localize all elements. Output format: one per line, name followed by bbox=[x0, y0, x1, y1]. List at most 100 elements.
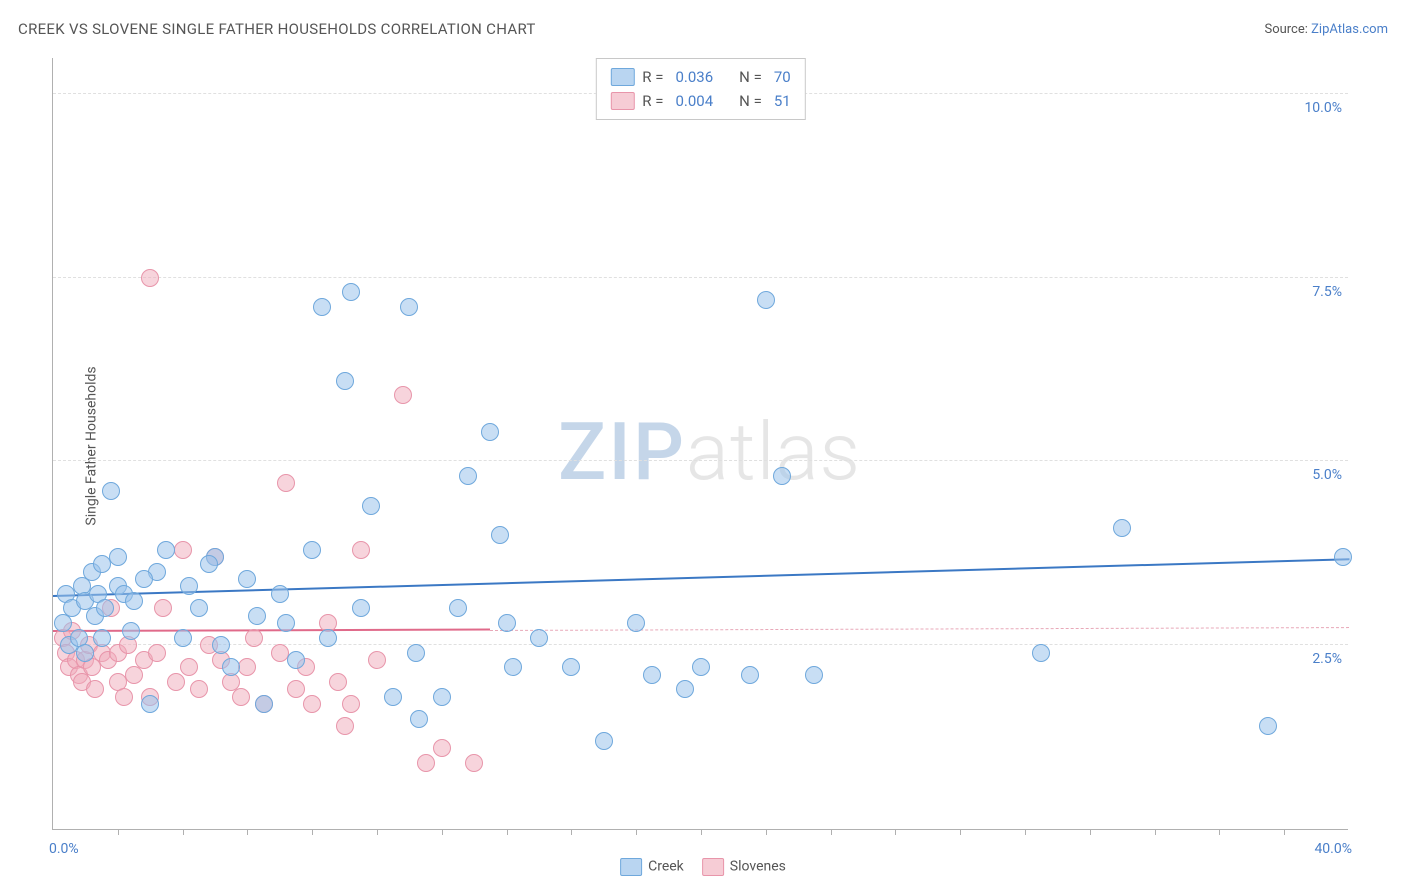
data-point-slovenes bbox=[368, 651, 386, 669]
data-point-creek bbox=[805, 666, 823, 684]
data-point-slovenes bbox=[352, 541, 370, 559]
x-tick bbox=[183, 829, 184, 835]
data-point-creek bbox=[1259, 717, 1277, 735]
legend-label-slovenes: Slovenes bbox=[730, 859, 786, 875]
n-value-1: 51 bbox=[774, 89, 791, 113]
r-value-1: 0.004 bbox=[675, 89, 713, 113]
trend-line bbox=[53, 628, 490, 631]
data-point-creek bbox=[352, 599, 370, 617]
x-tick bbox=[1284, 829, 1285, 835]
data-point-slovenes bbox=[287, 680, 305, 698]
data-point-slovenes bbox=[277, 474, 295, 492]
data-point-creek bbox=[96, 599, 114, 617]
data-point-creek bbox=[384, 688, 402, 706]
gridline-h bbox=[53, 277, 1348, 278]
x-tick bbox=[1090, 829, 1091, 835]
legend-item-slovenes: Slovenes bbox=[702, 858, 786, 876]
data-point-creek bbox=[773, 467, 791, 485]
data-point-creek bbox=[459, 467, 477, 485]
watermark: ZIPatlas bbox=[558, 405, 861, 499]
data-point-creek bbox=[102, 482, 120, 500]
x-tick bbox=[1219, 829, 1220, 835]
y-tick-label: 5.0% bbox=[1312, 467, 1342, 483]
data-point-creek bbox=[491, 526, 509, 544]
y-tick-label: 7.5% bbox=[1312, 284, 1342, 300]
data-point-creek bbox=[141, 695, 159, 713]
x-tick-label-max: 40.0% bbox=[1314, 841, 1352, 857]
legend-series: Creek Slovenes bbox=[620, 858, 786, 876]
data-point-slovenes bbox=[417, 754, 435, 772]
data-point-slovenes bbox=[154, 599, 172, 617]
x-tick bbox=[701, 829, 702, 835]
data-point-slovenes bbox=[115, 688, 133, 706]
data-point-creek bbox=[200, 555, 218, 573]
x-tick bbox=[571, 829, 572, 835]
data-point-creek bbox=[277, 614, 295, 632]
data-point-slovenes bbox=[167, 673, 185, 691]
data-point-creek bbox=[643, 666, 661, 684]
r-label-1: R = bbox=[642, 89, 663, 113]
watermark-atlas: atlas bbox=[686, 405, 861, 499]
data-point-slovenes bbox=[394, 386, 412, 404]
x-tick bbox=[247, 829, 248, 835]
data-point-creek bbox=[222, 658, 240, 676]
data-point-slovenes bbox=[190, 680, 208, 698]
data-point-creek bbox=[174, 629, 192, 647]
legend-stats-row-slovenes: R = 0.004 N = 51 bbox=[610, 89, 790, 113]
data-point-slovenes bbox=[174, 541, 192, 559]
source-attribution: Source: ZipAtlas.com bbox=[1264, 22, 1388, 37]
x-tick bbox=[312, 829, 313, 835]
y-tick-label: 2.5% bbox=[1312, 651, 1342, 667]
data-point-slovenes bbox=[303, 695, 321, 713]
data-point-creek bbox=[109, 548, 127, 566]
data-point-slovenes bbox=[342, 695, 360, 713]
data-point-creek bbox=[757, 291, 775, 309]
data-point-creek bbox=[287, 651, 305, 669]
source-prefix: Source: bbox=[1264, 22, 1311, 37]
data-point-creek bbox=[212, 636, 230, 654]
trend-line bbox=[490, 627, 1349, 631]
gridline-h bbox=[53, 460, 1348, 461]
data-point-creek bbox=[180, 577, 198, 595]
data-point-creek bbox=[93, 629, 111, 647]
data-point-creek bbox=[271, 585, 289, 603]
data-point-creek bbox=[562, 658, 580, 676]
x-tick bbox=[442, 829, 443, 835]
watermark-zip: ZIP bbox=[558, 405, 686, 499]
data-point-slovenes bbox=[336, 717, 354, 735]
data-point-creek bbox=[433, 688, 451, 706]
data-point-creek bbox=[255, 695, 273, 713]
data-point-creek bbox=[342, 283, 360, 301]
data-point-creek bbox=[362, 497, 380, 515]
data-point-slovenes bbox=[232, 688, 250, 706]
data-point-creek bbox=[190, 599, 208, 617]
x-tick bbox=[766, 829, 767, 835]
data-point-creek bbox=[595, 732, 613, 750]
x-tick bbox=[895, 829, 896, 835]
data-point-creek bbox=[238, 570, 256, 588]
n-value-0: 70 bbox=[774, 65, 791, 89]
data-point-creek bbox=[504, 658, 522, 676]
data-point-slovenes bbox=[245, 629, 263, 647]
data-point-slovenes bbox=[148, 644, 166, 662]
data-point-creek bbox=[498, 614, 516, 632]
swatch-slovenes bbox=[610, 92, 634, 110]
x-tick bbox=[1025, 829, 1026, 835]
data-point-creek bbox=[400, 298, 418, 316]
data-point-creek bbox=[135, 570, 153, 588]
data-point-creek bbox=[1113, 519, 1131, 537]
data-point-creek bbox=[248, 607, 266, 625]
data-point-creek bbox=[449, 599, 467, 617]
data-point-slovenes bbox=[180, 658, 198, 676]
data-point-creek bbox=[157, 541, 175, 559]
data-point-creek bbox=[407, 644, 425, 662]
data-point-creek bbox=[319, 629, 337, 647]
x-tick bbox=[118, 829, 119, 835]
data-point-creek bbox=[481, 423, 499, 441]
legend-stats: R = 0.036 N = 70 R = 0.004 N = 51 bbox=[595, 58, 805, 120]
data-point-creek bbox=[627, 614, 645, 632]
legend-label-creek: Creek bbox=[648, 859, 684, 875]
plot-area: R = 0.036 N = 70 R = 0.004 N = 51 ZIPatl… bbox=[52, 58, 1348, 830]
n-label-0: N = bbox=[739, 65, 762, 89]
source-link[interactable]: ZipAtlas.com bbox=[1311, 22, 1388, 37]
